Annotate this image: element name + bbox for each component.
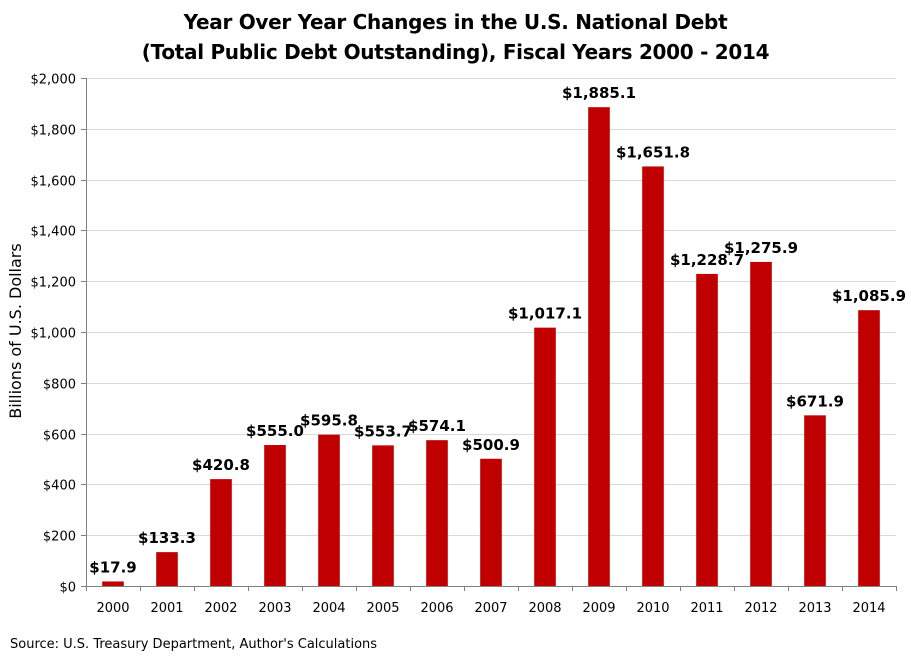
x-tick-label: 2002 [204,601,237,616]
chart-title-line-1: Year Over Year Changes in the U.S. Natio… [183,10,728,34]
x-tick-label: 2010 [636,601,669,616]
x-tick-label: 2011 [690,601,723,616]
bar-2005 [372,445,394,586]
bar-2003 [264,445,286,586]
data-label-2004: $595.8 [300,412,358,430]
y-tick-label: $200 [43,530,76,545]
y-tick-label: $1,000 [31,327,77,342]
y-tick-label: $800 [43,378,76,393]
axes: $0 $200 $400 $600 $800 $1,000 $1,200 $1,400 $1,6… [31,73,897,616]
y-tick-label: $1,200 [31,276,77,291]
x-tick-label: 2008 [528,601,561,616]
x-tick-label: 2009 [582,601,615,616]
x-tick-label: 2000 [96,601,129,616]
data-label-2014: $1,085.9 [832,287,906,305]
bar-2009 [588,107,610,586]
y-tick-label: $2,000 [31,73,77,88]
x-tick-label: 2005 [366,601,399,616]
x-tick-label: 2003 [258,601,291,616]
data-label-2006: $574.1 [408,417,466,435]
x-tick-label: 2014 [852,601,885,616]
bar-2012 [750,261,772,586]
data-label-2011: $1,228.7 [670,251,744,269]
bar-2001 [156,552,178,586]
bar-2000 [102,581,124,586]
x-tick-label: 2012 [744,601,777,616]
y-tick-label: $600 [43,429,76,444]
source-note: Source: U.S. Treasury Department, Author… [10,637,378,652]
data-labels: $17.9$133.3 $420.8 $555.0$595.8$553.7$574.… [89,84,906,576]
x-tick-label: 2001 [150,601,183,616]
bar-2002 [210,479,232,586]
x-tick-label: 2007 [474,601,507,616]
x-tick-label: 2013 [798,601,831,616]
data-label-2002: $420.8 [192,456,250,474]
data-label-2001: $133.3 [138,529,196,547]
bar-2007 [480,458,502,586]
bar-2011 [696,273,718,586]
x-tick-label: 2004 [312,601,345,616]
bars [102,107,880,586]
data-label-2012: $1,275.9 [724,239,798,257]
x-tick-label: 2006 [420,601,453,616]
y-tick-label: $1,400 [31,225,77,240]
bar-2010 [642,166,664,586]
data-label-2010: $1,651.8 [616,143,690,161]
y-axis-title: Billions of U.S. Dollars [6,243,25,418]
chart-title-line-2: (Total Public Debt Outstanding), Fiscal … [141,40,770,64]
y-tick-label: $1,800 [31,124,77,139]
bar-2014 [858,310,880,586]
y-tick-label: $1,600 [31,175,77,190]
bar-2008 [534,327,556,586]
y-tick-label: $0 [59,581,76,596]
data-label-2007: $500.9 [462,436,520,454]
bar-2004 [318,434,340,586]
data-label-2005: $553.7 [354,422,412,440]
bar-2013 [804,415,826,586]
bar-2006 [426,440,448,586]
data-label-2008: $1,017.1 [508,305,582,323]
data-label-2003: $555.0 [246,422,304,440]
data-label-2000: $17.9 [89,558,136,576]
y-tick-label: $400 [43,479,76,494]
data-label-2009: $1,885.1 [562,84,636,102]
data-label-2013: $671.9 [786,392,844,410]
